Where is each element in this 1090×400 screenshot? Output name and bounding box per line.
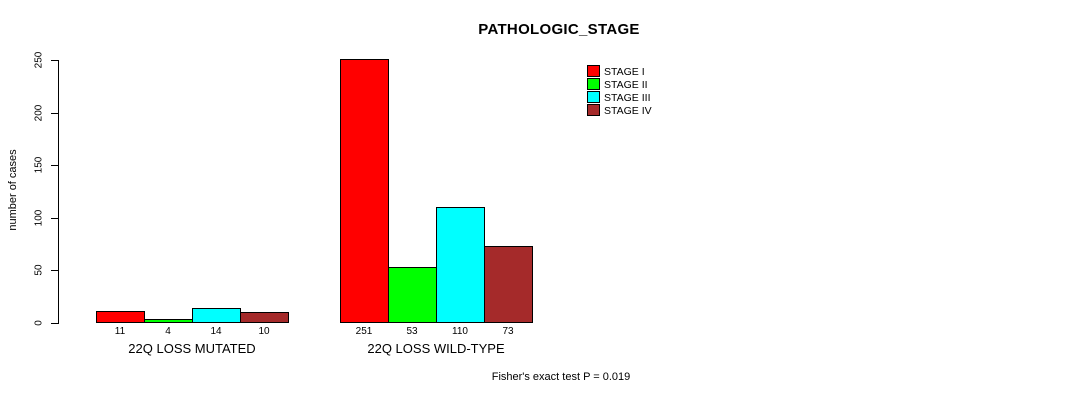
legend-label-stage-i: STAGE I bbox=[604, 66, 645, 78]
bar-value-label: 14 bbox=[210, 326, 222, 337]
y-axis-tick-label: 50 bbox=[33, 264, 45, 276]
legend-swatch-stage-ii bbox=[587, 78, 600, 90]
stat-annotation: Fisher's exact test P = 0.019 bbox=[491, 371, 631, 383]
y-axis-tick bbox=[51, 113, 58, 114]
legend-swatch-stage-iii bbox=[587, 91, 600, 103]
bar-stage-ii-22q-loss-mutated bbox=[144, 319, 193, 323]
y-axis-tick-label: 150 bbox=[33, 156, 45, 174]
y-axis-label: number of cases bbox=[7, 149, 19, 231]
legend-swatch-stage-iv bbox=[587, 104, 600, 116]
bar-value-label: 53 bbox=[406, 326, 418, 337]
bar-value-label: 110 bbox=[452, 326, 468, 337]
bar-stage-iii-22q-loss-mutated bbox=[192, 308, 241, 323]
y-axis-tick bbox=[51, 323, 58, 324]
y-axis-tick-label: 0 bbox=[33, 320, 45, 326]
legend-label-stage-ii: STAGE II bbox=[604, 79, 648, 91]
y-axis-line bbox=[58, 60, 59, 324]
bar-value-label: 73 bbox=[502, 326, 514, 337]
category-label: 22Q LOSS MUTATED bbox=[128, 341, 256, 356]
bar-stage-ii-22q-loss-wild-type bbox=[388, 267, 437, 323]
y-axis-tick bbox=[51, 60, 58, 61]
bar-value-label: 11 bbox=[114, 326, 126, 337]
legend-label-stage-iv: STAGE IV bbox=[604, 105, 652, 117]
y-axis-tick bbox=[51, 165, 58, 166]
legend-label-stage-iii: STAGE III bbox=[604, 92, 651, 104]
bar-stage-iv-22q-loss-mutated bbox=[240, 312, 289, 323]
bar-stage-iv-22q-loss-wild-type bbox=[484, 246, 533, 323]
legend-swatch-stage-i bbox=[587, 65, 600, 77]
bar-value-label: 4 bbox=[165, 326, 171, 337]
category-label: 22Q LOSS WILD-TYPE bbox=[367, 341, 505, 356]
bar-stage-iii-22q-loss-wild-type bbox=[436, 207, 485, 323]
y-axis-tick-label: 100 bbox=[33, 209, 45, 227]
y-axis-tick bbox=[51, 270, 58, 271]
bar-value-label: 251 bbox=[355, 326, 373, 337]
y-axis-tick-label: 250 bbox=[33, 51, 45, 69]
y-axis-tick-label: 200 bbox=[33, 104, 45, 122]
y-axis-tick bbox=[51, 218, 58, 219]
bar-value-label: 10 bbox=[258, 326, 270, 337]
chart-title: PATHOLOGIC_STAGE bbox=[478, 21, 640, 38]
bar-stage-i-22q-loss-mutated bbox=[96, 311, 145, 323]
bar-stage-i-22q-loss-wild-type bbox=[340, 59, 389, 323]
